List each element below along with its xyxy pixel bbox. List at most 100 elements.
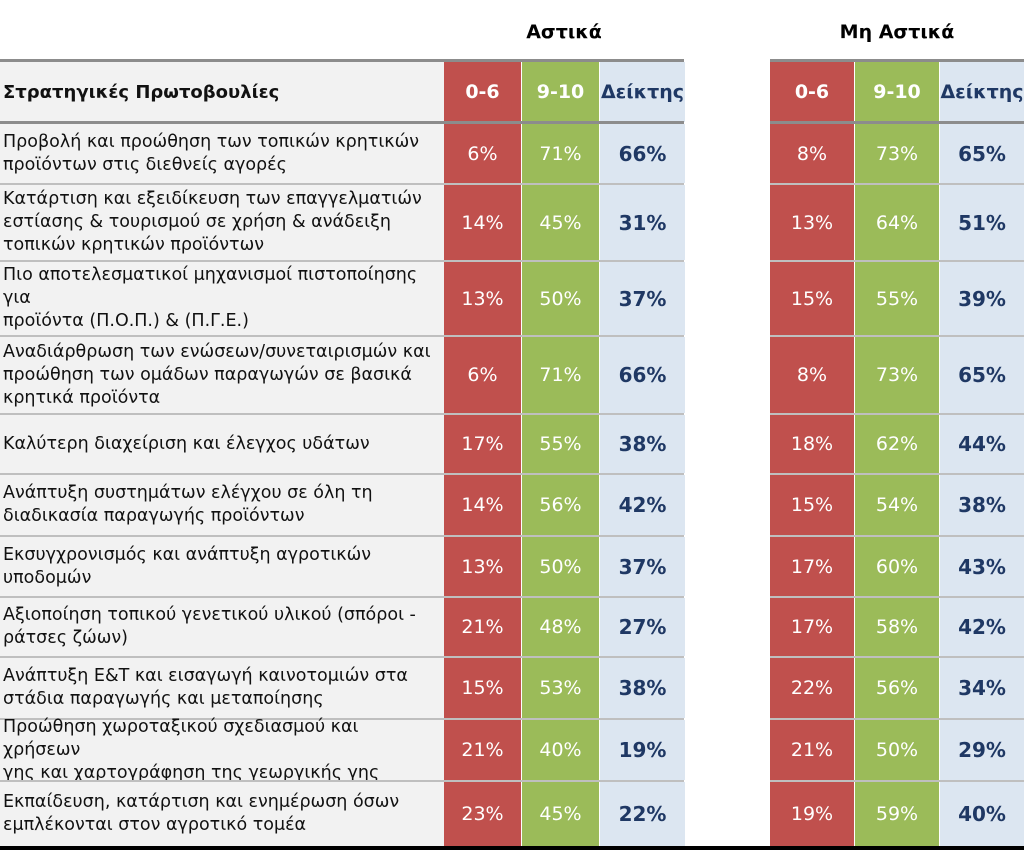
value-cell: 22% xyxy=(600,782,685,846)
value-cell: 40% xyxy=(940,782,1024,846)
header-top-rule xyxy=(0,59,684,62)
value-cell: 58% xyxy=(855,598,939,656)
bottom-rule xyxy=(0,846,1024,850)
value-cell: 13% xyxy=(444,262,521,335)
row-label-line: προϊόντων στις διεθνείς αγορές xyxy=(3,154,287,175)
value-cell: 45% xyxy=(522,782,599,846)
value-cell: 40% xyxy=(522,720,599,780)
row-label-line: υποδομών xyxy=(3,567,92,588)
row-separator xyxy=(0,413,684,415)
value-cell: 15% xyxy=(770,475,854,535)
row-label-line: ράτσες ζώων) xyxy=(3,628,128,648)
value-cell: 43% xyxy=(940,537,1024,596)
row-label: Κατάρτιση και εξειδίκευση των επαγγελματ… xyxy=(0,185,444,260)
header-bottom-rule xyxy=(0,121,684,124)
value-cell: 42% xyxy=(940,598,1024,656)
value-cell: 66% xyxy=(600,124,685,183)
row-separator xyxy=(770,183,1024,185)
value-cell: 56% xyxy=(855,658,939,718)
value-cell: 38% xyxy=(940,475,1024,535)
row-separator xyxy=(0,183,684,185)
value-cell: 55% xyxy=(855,262,939,335)
value-cell: 64% xyxy=(855,185,939,260)
column-header: Δείκτης xyxy=(600,62,685,122)
row-separator xyxy=(770,260,1024,262)
value-cell: 17% xyxy=(444,415,521,473)
header-label: Στρατηγικές Πρωτοβουλίες xyxy=(0,62,444,122)
value-cell: 73% xyxy=(855,124,939,183)
row-separator xyxy=(0,780,684,782)
value-cell: 19% xyxy=(600,720,685,780)
value-cell: 60% xyxy=(855,537,939,596)
row-separator xyxy=(0,535,684,537)
header-top-rule xyxy=(770,59,1024,62)
row-label-line: στάδια παραγωγής και μεταποίησης xyxy=(3,689,324,709)
row-label-line: γης και χαρτογράφηση της γεωργικής γης xyxy=(3,762,380,783)
row-label-line: τοπικών κρητικών προϊόντων xyxy=(3,235,265,255)
row-label: Καλύτερη διαχείριση και έλεγχος υδάτων xyxy=(0,415,444,473)
value-cell: 71% xyxy=(522,124,599,183)
row-label-line: προώθηση των ομάδων παραγωγών σε βασικά xyxy=(3,364,412,385)
value-cell: 45% xyxy=(522,185,599,260)
row-label: Προώθηση χωροταξικού σχεδιασμού και χρήσ… xyxy=(0,717,444,783)
row-separator xyxy=(770,473,1024,475)
row-label-line: Προώθηση χωροταξικού σχεδιασμού και χρήσ… xyxy=(3,716,359,760)
value-cell: 66% xyxy=(600,337,685,413)
row-label-line: Εκσυγχρονισμός και ανάπτυξη αγροτικών xyxy=(3,544,372,565)
row-separator xyxy=(770,596,1024,598)
value-cell: 38% xyxy=(600,415,685,473)
row-separator xyxy=(0,335,684,337)
value-cell: 21% xyxy=(444,598,521,656)
row-label-line: προϊόντα (Π.Ο.Π.) & (Π.Γ.Ε.) xyxy=(3,311,249,331)
column-header: 0-6 xyxy=(444,62,521,122)
row-label-line: Εκπαίδευση, κατάρτιση και ενημέρωση όσων xyxy=(3,792,400,812)
row-separator xyxy=(770,780,1024,782)
row-label-line: Πιο αποτελεσματικοί μηχανισμοί πιστοποίη… xyxy=(3,265,418,308)
value-cell: 8% xyxy=(770,337,854,413)
row-label: Αξιοποίηση τοπικού γενετικού υλικού (σπό… xyxy=(0,598,444,656)
value-cell: 17% xyxy=(770,537,854,596)
row-label: Ανάπτυξη Ε&Τ και εισαγωγή καινοτομιών στ… xyxy=(0,658,444,718)
row-separator xyxy=(0,656,684,658)
value-cell: 29% xyxy=(940,720,1024,780)
value-cell: 8% xyxy=(770,124,854,183)
group-header: Μη Αστικά xyxy=(839,21,955,43)
row-separator xyxy=(0,596,684,598)
row-separator xyxy=(0,718,684,720)
value-cell: 59% xyxy=(855,782,939,846)
value-cell: 17% xyxy=(770,598,854,656)
value-cell: 23% xyxy=(444,782,521,846)
row-label-line: Ανάπτυξη συστημάτων ελέγχου σε όλη τη xyxy=(3,483,373,503)
row-label-line: εστίασης & τουρισμού σε χρήση & ανάδειξη xyxy=(3,212,391,232)
row-label: Εκσυγχρονισμός και ανάπτυξη αγροτικών υπο… xyxy=(0,537,444,596)
row-label-line: διαδικασία παραγωγής προϊόντων xyxy=(3,506,305,526)
value-cell: 51% xyxy=(940,185,1024,260)
value-cell: 14% xyxy=(444,475,521,535)
row-label: Αναδιάρθρωση των ενώσεων/συνεταιρισμών κ… xyxy=(0,337,444,413)
value-cell: 6% xyxy=(444,124,521,183)
value-cell: 13% xyxy=(770,185,854,260)
value-cell: 50% xyxy=(522,262,599,335)
row-label-line: Προβολή και προώθηση των τοπικών κρητικώ… xyxy=(3,131,419,152)
row-label: Εκπαίδευση, κατάρτιση και ενημέρωση όσων… xyxy=(0,782,444,846)
value-cell: 62% xyxy=(855,415,939,473)
value-cell: 21% xyxy=(770,720,854,780)
value-cell: 19% xyxy=(770,782,854,846)
value-cell: 22% xyxy=(770,658,854,718)
row-label-line: Ανάπτυξη Ε&Τ και εισαγωγή καινοτομιών στ… xyxy=(3,666,408,686)
value-cell: 21% xyxy=(444,720,521,780)
value-cell: 34% xyxy=(940,658,1024,718)
row-label-line: Αναδιάρθρωση των ενώσεων/συνεταιρισμών κ… xyxy=(3,341,431,362)
value-cell: 31% xyxy=(600,185,685,260)
row-separator xyxy=(770,335,1024,337)
row-label-line: Κατάρτιση και εξειδίκευση των επαγγελματ… xyxy=(3,189,422,209)
value-cell: 15% xyxy=(444,658,521,718)
value-cell: 38% xyxy=(600,658,685,718)
value-cell: 37% xyxy=(600,262,685,335)
value-cell: 65% xyxy=(940,124,1024,183)
value-cell: 15% xyxy=(770,262,854,335)
value-cell: 14% xyxy=(444,185,521,260)
row-label: Ανάπτυξη συστημάτων ελέγχου σε όλη τη δια… xyxy=(0,475,444,535)
value-cell: 18% xyxy=(770,415,854,473)
